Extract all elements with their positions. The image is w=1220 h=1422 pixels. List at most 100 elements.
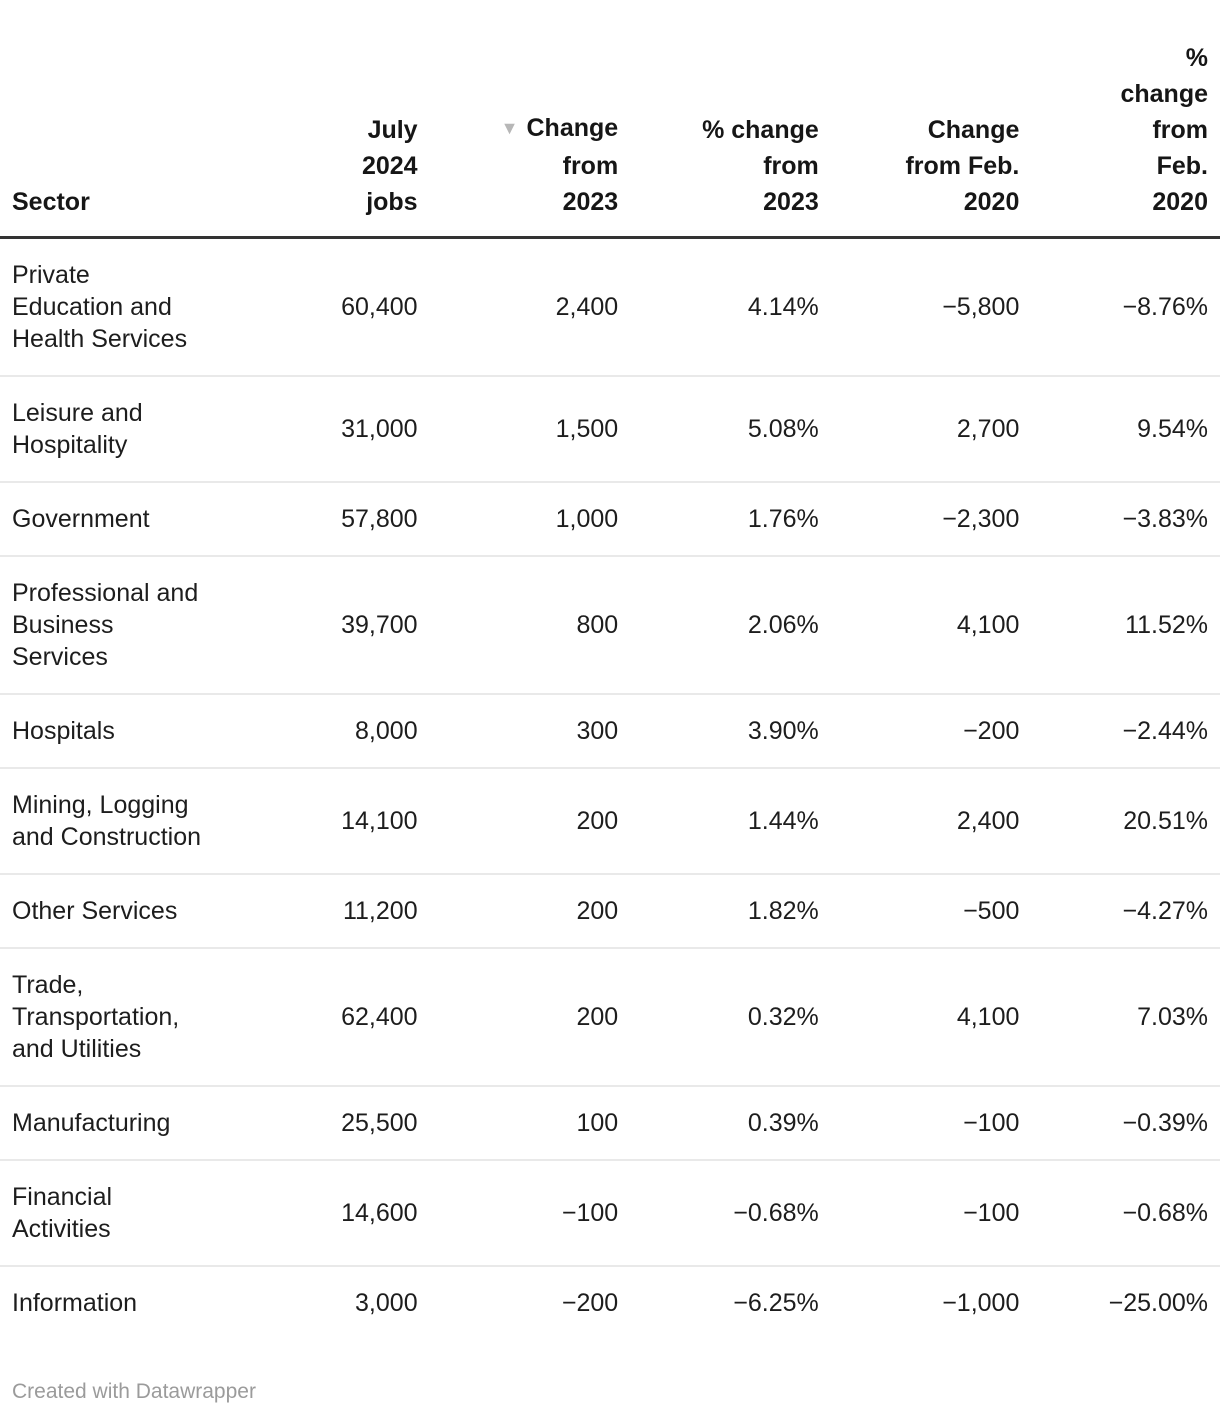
header-line: change <box>1120 80 1208 108</box>
sector-line: Financial <box>12 1183 113 1211</box>
value-cell-change-from-feb-2020: 4,100 <box>818 947 1020 1086</box>
sector-cell-manufacturing: Manufacturing <box>0 1085 217 1160</box>
header-line: 2020 <box>1152 188 1208 216</box>
column-header-change-from-2023[interactable]: % change from 2023 <box>618 40 819 239</box>
sector-cell-leisure-and-hospitality: Leisure and Hospitality <box>0 375 217 482</box>
value-cell-july-2024-jobs: 57,800 <box>217 481 418 556</box>
value-cell-change-from-2023: −6.25% <box>618 1265 819 1339</box>
sector-cell-other-services: Other Services <box>0 873 217 948</box>
sector-line: Trade, <box>12 971 84 999</box>
sort-descending-icon: ▼ <box>500 118 519 138</box>
header-line: % change <box>702 116 819 144</box>
column-header-change-from-feb-2020[interactable]: Change from Feb. 2020 <box>818 40 1020 239</box>
sector-jobs-table: Sector July 2024 jobs ▼ Change from 2023% chang… <box>0 40 1220 1339</box>
value-cell-change-from-feb-2020: −5,800 <box>942 293 1020 321</box>
value-cell-change-from-2023: 4.14% <box>747 293 819 321</box>
value-cell-july-2024-jobs: 39,700 <box>217 555 418 694</box>
column-header-july-2024-jobs[interactable]: July 2024 jobs <box>217 40 418 239</box>
table-row: Information 3,000 −200 −6.25% −1,000 −25.00% <box>0 1265 1220 1339</box>
value-cell-july-2024-jobs: 3,000 <box>217 1265 418 1339</box>
header-row: Sector July 2024 jobs ▼ Change from 2023% chang… <box>0 40 1220 239</box>
value-cell-change-from-2023: 3.90% <box>618 693 819 768</box>
value-cell-change-from-2023: 0.39% <box>618 1085 819 1160</box>
value-cell-change-from-2023: 2,400 <box>555 293 619 321</box>
value-cell-change-from-feb-2020: −500 <box>818 873 1020 948</box>
value-cell-change-from-2023: 1,500 <box>417 375 619 482</box>
attribution: Created with Datawrapper <box>0 1379 1220 1404</box>
sector-line: Services <box>12 643 108 671</box>
sector-cell-information: Information <box>0 1265 217 1339</box>
value-cell-change-from-feb-2020: −2,300 <box>818 481 1020 556</box>
header-line: from <box>562 152 619 180</box>
header-line: Sector <box>12 188 90 216</box>
attribution-link[interactable]: Created with Datawrapper <box>12 1380 256 1403</box>
value-cell-change-from-2023: 5.08% <box>618 375 819 482</box>
sector-line: Government <box>12 505 150 533</box>
value-cell-change-from-2023: 200 <box>417 767 619 874</box>
sector-line: Leisure and <box>12 399 143 427</box>
sector-cell-professional-and-business-services: Professional and Business Services <box>0 555 217 694</box>
value-cell-change-from-feb-2020: 11.52% <box>1019 555 1220 694</box>
header-line: July <box>367 116 418 144</box>
value-cell-july-2024-jobs: 60,400 <box>341 293 418 321</box>
sector-cell-mining-logging-and-construction: Mining, Logging and Construction <box>0 767 217 874</box>
table-row: Professional and Business Services 39,700 80… <box>0 555 1220 694</box>
value-cell-change-from-feb-2020: −8.76% <box>1122 293 1209 321</box>
column-header-change-from-feb-2020[interactable]: % change from Feb. 2020 <box>1019 40 1220 239</box>
value-cell-change-from-feb-2020: 4,100 <box>818 555 1020 694</box>
sector-line: Transportation, <box>12 1003 180 1031</box>
value-cell-change-from-2023: 300 <box>417 693 619 768</box>
sector-line: Mining, Logging <box>12 791 189 819</box>
value-cell-change-from-2023: 200 <box>417 947 619 1086</box>
value-cell-change-from-feb-2020: −0.39% <box>1019 1085 1220 1160</box>
sector-cell-government: Government <box>0 481 217 556</box>
table-row: Financial Activities 14,600 −100 −0.68% −100−… <box>0 1159 1220 1266</box>
value-cell-change-from-2023: 800 <box>417 555 619 694</box>
header-line: 2024 <box>361 152 418 180</box>
value-cell-change-from-feb-2020: −100 <box>818 1159 1020 1266</box>
value-cell-july-2024-jobs: 14,600 <box>217 1159 418 1266</box>
value-cell-change-from-2023: −200 <box>417 1265 619 1339</box>
header-line: from <box>1152 116 1208 144</box>
table-row: Private Education and Health Services 60,40… <box>0 238 1220 377</box>
sector-line: Hospitality <box>12 431 128 459</box>
value-cell-july-2024-jobs: 25,500 <box>217 1085 418 1160</box>
table-row: Mining, Logging and Construction 14,100 200… <box>0 767 1220 874</box>
sector-line: Information <box>12 1289 138 1317</box>
value-cell-change-from-2023: 200 <box>417 873 619 948</box>
value-cell-change-from-feb-2020: −4.27% <box>1019 873 1220 948</box>
value-cell-change-from-2023: 1.82% <box>618 873 819 948</box>
header-line: ▼ Change <box>500 114 619 142</box>
value-cell-change-from-2023: 1.44% <box>618 767 819 874</box>
header-line: from Feb. <box>905 152 1020 180</box>
header-line: Change <box>927 116 1020 144</box>
sector-cell-private-education-and-health-services: Private Education and Health Services <box>0 238 217 377</box>
sector-line: Manufacturing <box>12 1109 171 1137</box>
column-header-change-from-2023[interactable]: ▼ Change from 2023 <box>417 40 619 239</box>
value-cell-change-from-2023: −100 <box>417 1159 619 1266</box>
header-line: Feb. <box>1156 152 1208 180</box>
sector-cell-trade-transportation-and-utilities: Trade, Transportation, and Utilities <box>0 947 217 1086</box>
value-cell-change-from-feb-2020: −3.83% <box>1019 481 1220 556</box>
sector-line: and Construction <box>12 823 202 851</box>
table-row: Trade, Transportation, and Utilities 62,400… <box>0 947 1220 1086</box>
value-cell-change-from-feb-2020: −100 <box>818 1085 1020 1160</box>
value-cell-change-from-feb-2020: 7.03% <box>1019 947 1220 1086</box>
table-header: Sector July 2024 jobs ▼ Change from 2023% chang… <box>0 40 1220 239</box>
sector-line: Activities <box>12 1215 111 1243</box>
value-cell-change-from-feb-2020: 9.54% <box>1019 375 1220 482</box>
value-cell-july-2024-jobs: 14,100 <box>217 767 418 874</box>
value-cell-change-from-2023: 1,000 <box>417 481 619 556</box>
sector-line: Private <box>12 261 90 289</box>
sector-line: and Utilities <box>12 1035 142 1063</box>
table-row: Government 57,800 1,000 1.76% −2,300 −3.83% <box>0 481 1220 556</box>
header-line: 2020 <box>963 188 1020 216</box>
column-header-sector[interactable]: Sector <box>0 40 217 239</box>
table-row: Other Services 11,200 200 1.82% −500 −4.27% <box>0 873 1220 948</box>
value-cell-july-2024-jobs: 62,400 <box>217 947 418 1086</box>
sector-line: Education and <box>12 293 172 321</box>
value-cell-july-2024-jobs: 11,200 <box>217 873 418 948</box>
value-cell-change-from-feb-2020: 20.51% <box>1019 767 1220 874</box>
sector-cell-financial-activities: Financial Activities <box>0 1159 217 1266</box>
